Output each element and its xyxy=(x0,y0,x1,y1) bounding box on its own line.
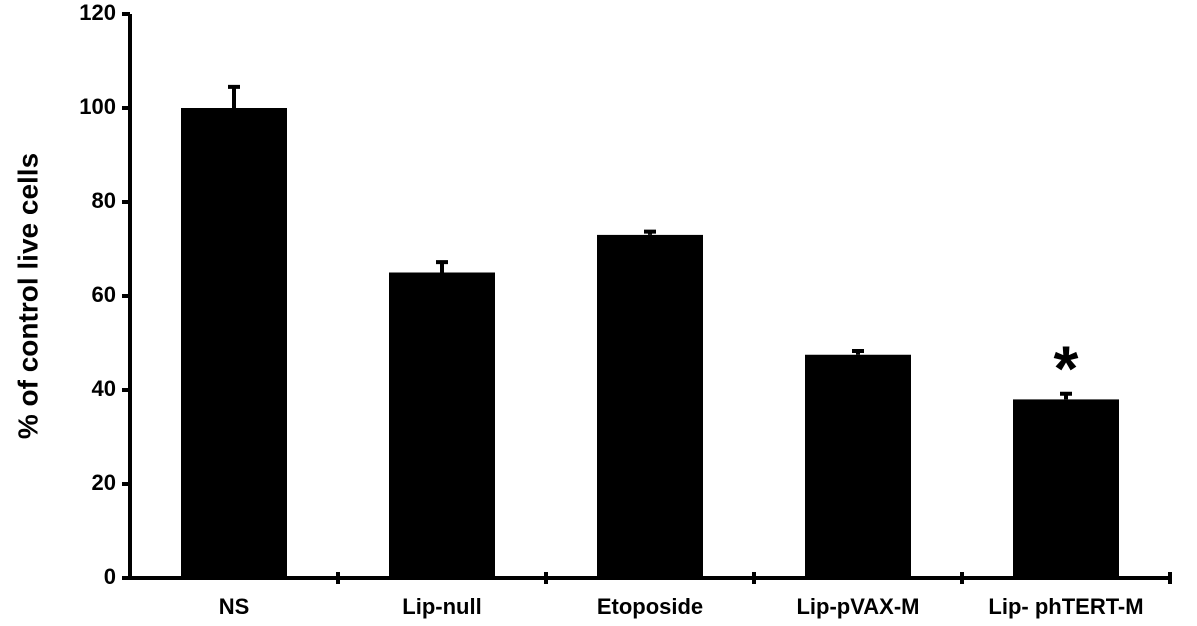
y-axis-label: % of control live cells xyxy=(12,153,43,439)
x-tick-label: Lip- phTERT-M xyxy=(988,594,1143,619)
y-tick-label: 100 xyxy=(79,94,116,119)
y-tick-label: 20 xyxy=(92,470,116,495)
y-tick-label: 60 xyxy=(92,282,116,307)
x-tick-label: Etoposide xyxy=(597,594,703,619)
bar xyxy=(181,108,287,578)
bar xyxy=(597,234,703,578)
error-bar xyxy=(228,84,240,108)
bar xyxy=(1013,399,1119,578)
y-tick-label: 80 xyxy=(92,188,116,213)
x-tick-label: Lip-pVAX-M xyxy=(796,594,919,619)
error-bar xyxy=(644,229,656,235)
annotation: * xyxy=(1054,333,1079,405)
y-tick-label: 0 xyxy=(104,564,116,589)
x-tick-label: Lip-null xyxy=(402,594,481,619)
bar xyxy=(389,272,495,578)
error-bar xyxy=(436,260,448,273)
error-bar xyxy=(1060,391,1072,400)
bar xyxy=(805,354,911,578)
x-tick-label: NS xyxy=(219,594,250,619)
y-tick-label: 40 xyxy=(92,376,116,401)
y-tick-label: 120 xyxy=(79,0,116,25)
error-bar xyxy=(852,348,864,355)
